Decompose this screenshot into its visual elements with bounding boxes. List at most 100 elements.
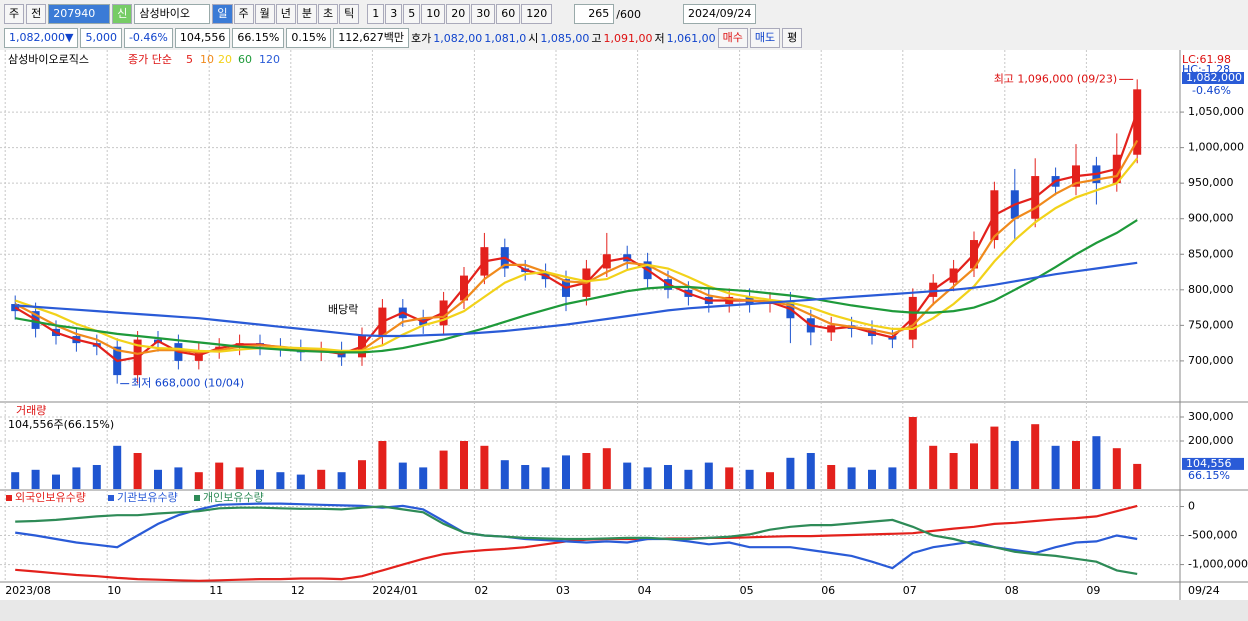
volume-bar (1112, 448, 1121, 489)
volume-bar (725, 467, 734, 489)
prev-button[interactable]: 전 (26, 4, 47, 24)
volume-bar (664, 465, 672, 489)
interval-button[interactable]: 5 (403, 4, 421, 24)
interval-button[interactable]: 1 (367, 4, 385, 24)
last-volume-rate: 66.15% (1188, 469, 1230, 482)
interval-button[interactable]: 20 (446, 4, 471, 24)
period-button[interactable]: 틱 (339, 4, 360, 24)
change: 5,000 (80, 28, 122, 48)
volume-bar (419, 467, 428, 489)
volume-bar (235, 467, 244, 489)
series-line (15, 261, 1138, 338)
buy-button[interactable]: 매수 (717, 28, 748, 48)
volume-bar (174, 467, 183, 489)
interval-button[interactable]: 120 (521, 4, 553, 24)
volume-bar (1031, 424, 1040, 489)
x-tick-label: 03 (556, 584, 570, 597)
y-tick-label: 1,000,000 (1188, 141, 1244, 154)
interval-button[interactable]: 10 (421, 4, 446, 24)
legend-swatch (6, 495, 12, 501)
volume-bar (1072, 441, 1080, 489)
y-tick-label: 200,000 (1188, 434, 1234, 447)
date-input[interactable]: 2024/09/24 (682, 4, 757, 24)
scrollbar[interactable] (0, 600, 1248, 621)
high: 1,091,00 (603, 31, 653, 45)
x-tick-label: 06 (821, 584, 835, 597)
x-tick-label: 2023/08 (5, 584, 51, 597)
y-tick-label: 300,000 (1188, 410, 1234, 423)
volume-bar (460, 441, 468, 489)
legend-swatch (108, 495, 114, 501)
volume-bar (500, 460, 509, 489)
volume-bar (276, 472, 285, 489)
volume-bar (398, 462, 407, 489)
low: 1,061,00 (666, 31, 716, 45)
volume-bar (31, 469, 40, 489)
volume-bar (623, 462, 632, 489)
x-tick-label: 05 (740, 584, 754, 597)
interval-button[interactable]: 60 (496, 4, 521, 24)
volume-bar (684, 469, 693, 489)
panel-title: 거래량 (16, 404, 46, 417)
volume-bar (949, 453, 958, 489)
sell-button[interactable]: 매도 (749, 28, 781, 48)
volume-bar (1051, 445, 1060, 489)
count-input[interactable]: 265 (574, 4, 615, 24)
chart-title: 삼성바이오로직스 (8, 53, 89, 66)
code-input[interactable]: 207940 (48, 4, 111, 24)
avg-button[interactable]: 평 (782, 28, 803, 48)
volume-bar (1010, 441, 1019, 489)
volume-bar (990, 426, 999, 489)
period-button[interactable]: 월 (254, 4, 275, 24)
volume-bar (52, 474, 60, 489)
volume-bar (215, 462, 224, 489)
period-select[interactable]: 주 (4, 4, 25, 24)
ask-label: 호가 (411, 32, 432, 45)
dividend-annotation: 배당락 (328, 303, 358, 316)
bid: 1,081,0 (484, 31, 527, 45)
interval-button[interactable]: 30 (471, 4, 496, 24)
legend-entry: 5 (186, 53, 193, 66)
y-tick-label: 1,050,000 (1188, 105, 1244, 118)
period-button[interactable]: 년 (275, 4, 296, 24)
series-line (15, 505, 1138, 575)
volume-bar (296, 474, 305, 489)
volume-bar (582, 453, 591, 489)
volume-bar (317, 469, 326, 489)
volume-bar (439, 450, 448, 489)
stock-name: 삼성바이오 (134, 4, 211, 24)
y-tick-label: 800,000 (1188, 283, 1234, 296)
price-badge (1182, 72, 1244, 84)
volume-bar (643, 467, 652, 489)
panel-subtitle: 104,556주(66.15%) (8, 418, 114, 431)
volume-bar (970, 443, 978, 489)
high-label: 고 (591, 32, 602, 45)
volume-bar (113, 445, 122, 489)
y-tick-label: -500,000 (1188, 529, 1237, 542)
new-tag: 신 (112, 4, 133, 24)
x-end-label: 09/24 (1188, 584, 1220, 597)
volume-bar (337, 472, 346, 489)
series-line (14, 111, 1139, 363)
volume-badge (1182, 457, 1244, 470)
x-tick-label: 08 (1005, 584, 1019, 597)
volume-bar (256, 469, 264, 489)
volume-bar (521, 465, 530, 489)
volume-bar (154, 469, 162, 489)
volume-bar (827, 465, 836, 489)
volume-bar (480, 445, 489, 489)
period-button[interactable]: 주 (233, 4, 254, 24)
legend-subtitle: 종가 단순 (128, 53, 172, 66)
x-tick-label: 2024/01 (372, 584, 418, 597)
period-button[interactable]: 초 (318, 4, 339, 24)
y-tick-label: 700,000 (1188, 354, 1234, 367)
volume-bar (133, 453, 142, 489)
period-button[interactable]: 분 (296, 4, 317, 24)
volume-bar (806, 453, 815, 489)
rate: -0.46% (123, 28, 173, 48)
period-button[interactable]: 일 (212, 4, 233, 24)
candle-body (1133, 89, 1142, 155)
volume-bar (11, 472, 20, 489)
interval-button[interactable]: 3 (385, 4, 403, 24)
